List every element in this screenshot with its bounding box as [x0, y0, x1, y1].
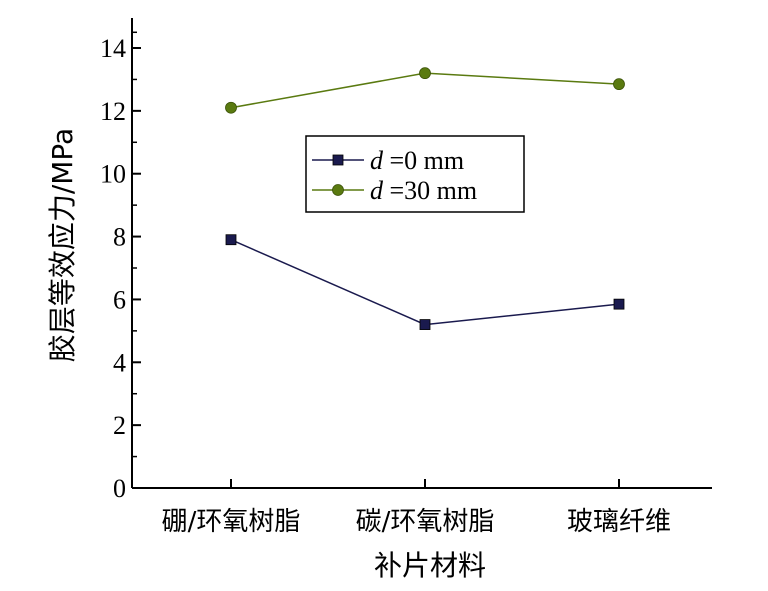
legend-marker — [332, 154, 344, 166]
y-tick-label: 0 — [113, 474, 126, 503]
legend: d =0 mmd =30 mm — [305, 135, 525, 213]
series-layer — [225, 67, 625, 330]
x-category-label: 玻璃纤维 — [567, 507, 671, 537]
legend-rest: =30 mm — [383, 176, 477, 205]
data-point — [225, 234, 237, 246]
data-point — [613, 298, 625, 310]
legend-rest: =0 mm — [383, 146, 464, 175]
y-axis-title: 胶层等效应力/MPa — [46, 128, 79, 362]
data-point — [419, 319, 431, 330]
data-point — [613, 78, 625, 91]
x-category-label: 硼/环氧树脂 — [162, 507, 301, 537]
y-tick-label: 8 — [113, 223, 126, 252]
x-axis-title: 补片材料 — [374, 549, 486, 582]
legend-var: d — [370, 146, 384, 175]
data-point — [419, 67, 431, 80]
legend-items: d =0 mmd =30 mm — [312, 146, 477, 205]
legend-box — [305, 135, 525, 213]
x-category-label: 碳/环氧树脂 — [356, 507, 495, 537]
x-ticks: 硼/环氧树脂 碳/环氧树脂 玻璃纤维 — [162, 479, 671, 537]
y-tick-label: 10 — [100, 160, 126, 189]
legend-label: d =30 mm — [370, 176, 477, 205]
plot-area: 0 2 4 6 8 10 12 14 硼/环氧树脂 碳/环氧树脂 玻璃纤维 — [100, 18, 712, 537]
data-point — [225, 101, 237, 114]
y-tick-label: 2 — [113, 411, 126, 440]
legend-label: d =0 mm — [370, 146, 464, 175]
legend-var: d — [370, 176, 384, 205]
y-tick-label: 6 — [113, 285, 126, 314]
legend-marker — [332, 184, 344, 196]
y-tick-label: 14 — [100, 34, 126, 63]
y-tick-label: 4 — [113, 348, 126, 377]
y-ticks: 0 2 4 6 8 10 12 14 — [100, 31, 141, 503]
series-line-0 — [230, 239, 620, 326]
y-tick-label: 12 — [100, 97, 126, 126]
